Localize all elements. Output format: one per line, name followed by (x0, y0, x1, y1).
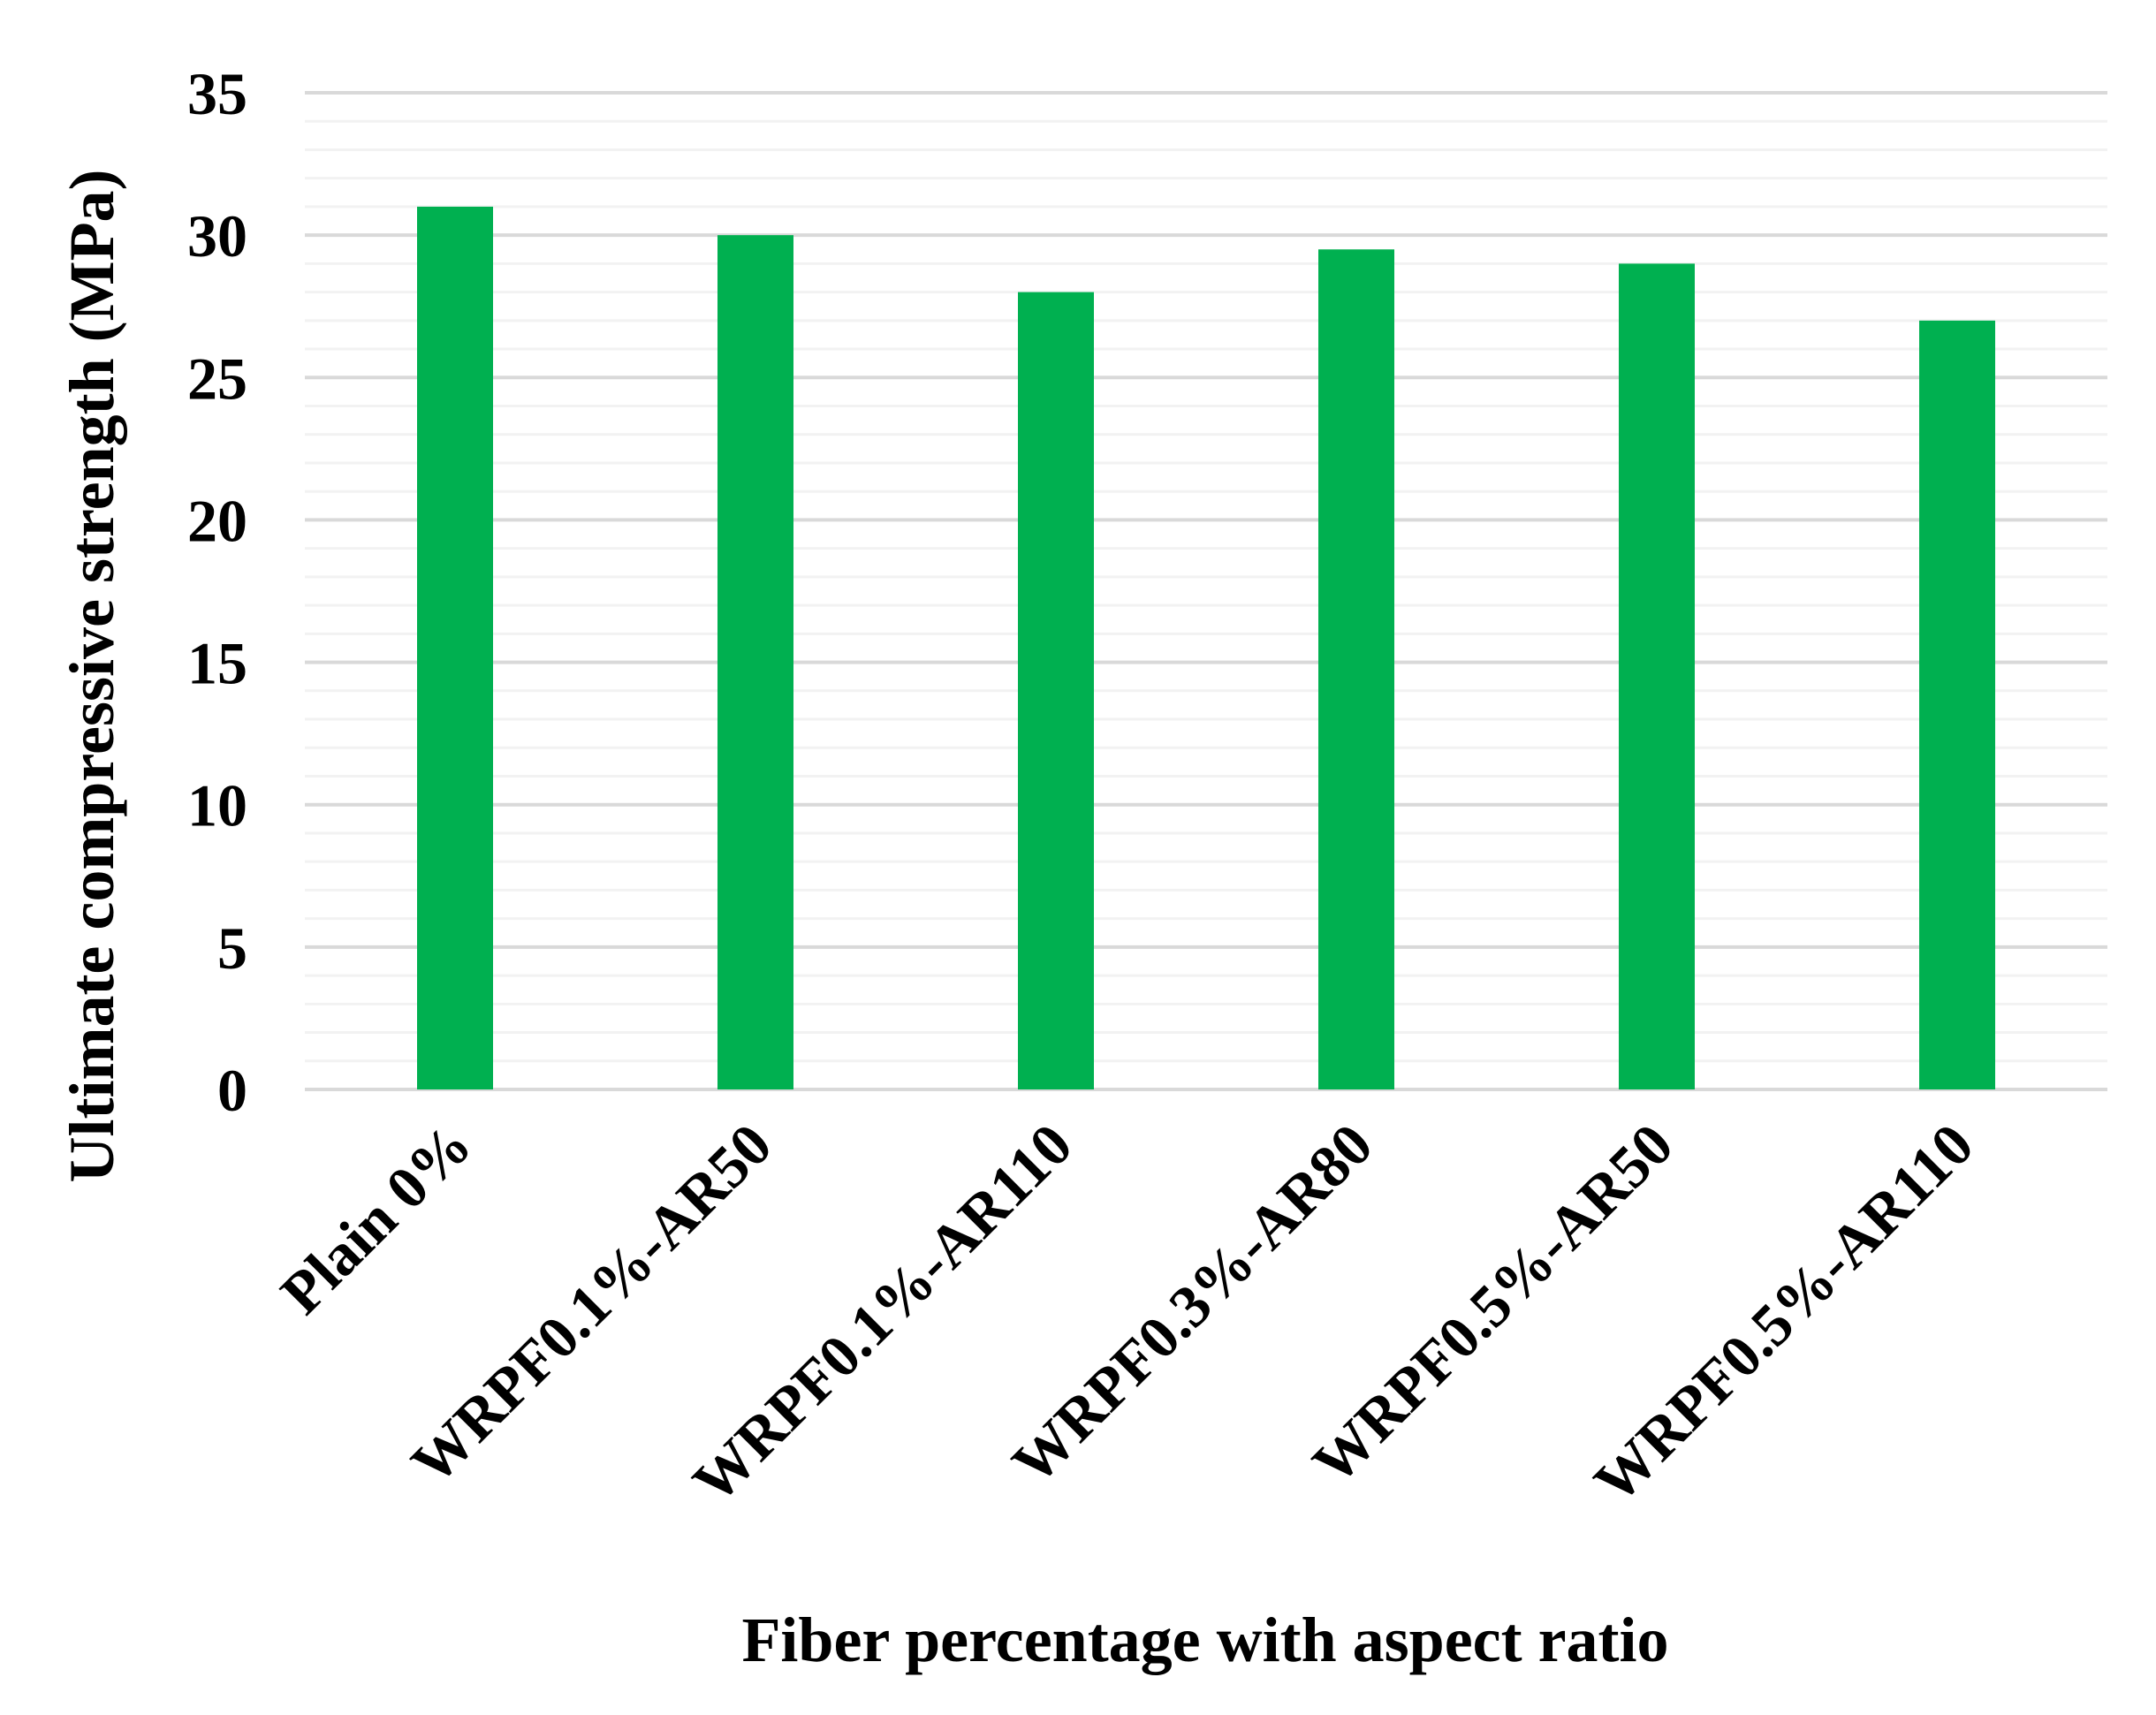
bar (1619, 263, 1695, 1089)
x-axis-tick-labels: Plain 0%WRPF0.1%-AR50WRPF0.1%-AR110WRPF0… (268, 1111, 1986, 1515)
y-tick-label: 5 (217, 914, 247, 982)
y-tick-label: 35 (187, 60, 247, 127)
y-tick-label: 20 (187, 487, 247, 554)
bars (417, 206, 1995, 1090)
minor-gridlines (305, 119, 2107, 1063)
y-tick-label: 15 (187, 630, 247, 697)
bar (1018, 292, 1094, 1090)
y-axis-tick-labels: 0 5 10 15 20 25 30 35 (187, 60, 247, 1124)
y-axis-title: Ultimate compressive strength (MPa) (57, 169, 127, 1182)
y-tick-label: 10 (187, 772, 247, 839)
bar (417, 206, 493, 1089)
y-tick-label: 25 (187, 345, 247, 412)
major-gridlines (305, 91, 2107, 1091)
x-tick-label: Plain 0% (268, 1111, 484, 1327)
bar (1318, 249, 1394, 1089)
bar (717, 235, 793, 1090)
y-tick-label: 0 (217, 1057, 247, 1124)
x-axis-title: Fiber percentage with aspect ratio (741, 1605, 1668, 1675)
y-tick-label: 30 (187, 202, 247, 269)
bar (1919, 320, 1995, 1089)
